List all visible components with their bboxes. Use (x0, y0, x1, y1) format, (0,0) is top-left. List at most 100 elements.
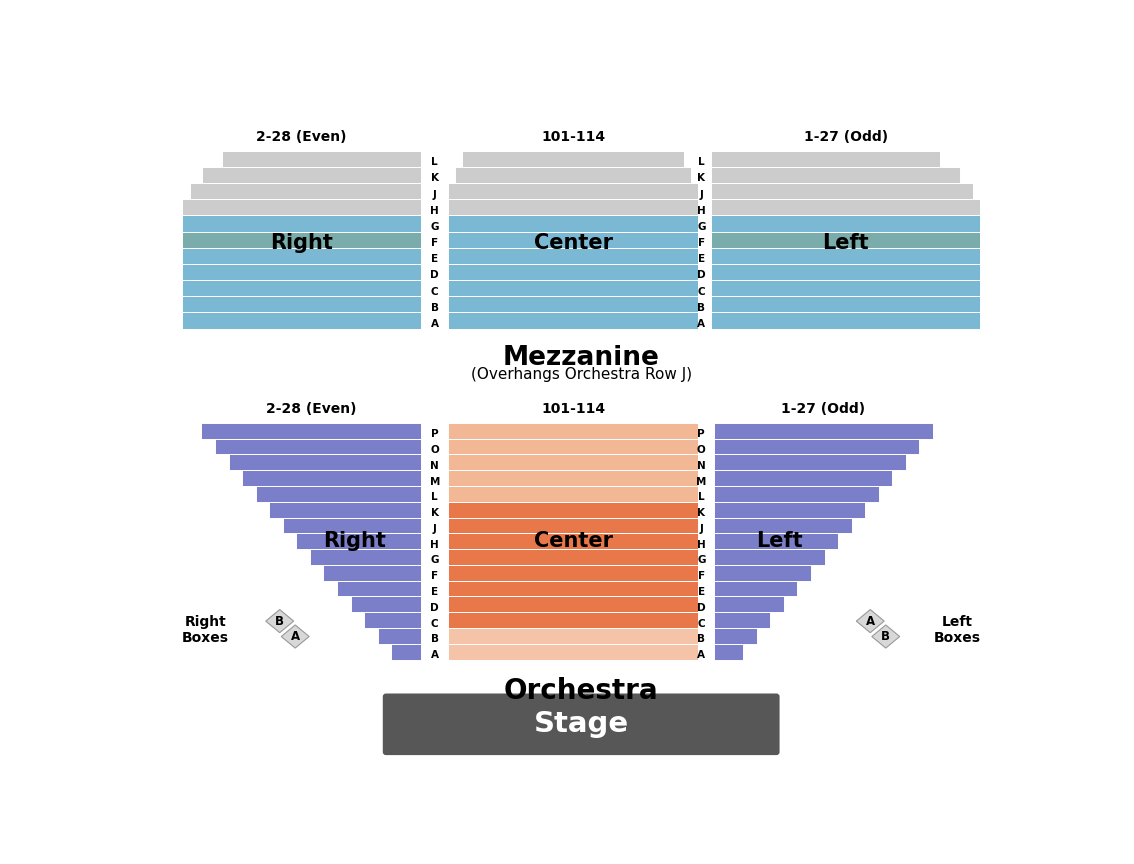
Bar (183, 248, 421, 264)
Bar (713, 422, 933, 439)
Text: B: B (697, 302, 705, 313)
Bar (713, 565, 811, 581)
Text: Center: Center (533, 531, 612, 551)
Bar (713, 581, 797, 596)
Text: B: B (881, 630, 890, 643)
Text: Left
Boxes: Left Boxes (933, 615, 981, 645)
Text: E: E (431, 587, 438, 597)
Bar (713, 486, 879, 502)
Text: 1-27 (Odd): 1-27 (Odd) (804, 130, 888, 143)
Bar (448, 422, 699, 439)
Text: A: A (431, 319, 439, 329)
Polygon shape (872, 625, 899, 648)
Bar (713, 502, 865, 518)
Bar (711, 232, 980, 248)
Text: Center: Center (533, 233, 612, 253)
Bar (222, 150, 421, 167)
Bar (255, 486, 421, 502)
Text: Right
Boxes: Right Boxes (181, 615, 229, 645)
Text: M: M (696, 477, 706, 486)
Bar (202, 167, 421, 183)
Text: F: F (697, 238, 705, 248)
Bar (189, 183, 421, 200)
Text: A: A (697, 651, 705, 660)
Bar (713, 596, 784, 613)
Text: B: B (431, 634, 439, 645)
Text: F: F (431, 238, 438, 248)
Bar (713, 518, 852, 533)
Bar (183, 313, 421, 328)
Text: N: N (697, 461, 705, 471)
Text: G: G (697, 222, 705, 232)
Bar (448, 439, 699, 454)
Bar (448, 215, 699, 232)
Bar (202, 422, 421, 439)
Text: O: O (697, 445, 705, 455)
Text: B: B (431, 302, 439, 313)
Text: D: D (431, 603, 439, 613)
Bar (269, 502, 421, 518)
Bar (448, 502, 699, 518)
Bar (711, 215, 980, 232)
Text: K: K (697, 508, 705, 518)
Bar (713, 628, 756, 644)
Polygon shape (265, 610, 294, 632)
Bar (448, 596, 699, 613)
Bar (448, 232, 699, 248)
Text: C: C (697, 287, 705, 296)
Bar (448, 280, 699, 296)
Text: D: D (697, 270, 705, 281)
Text: H: H (697, 540, 705, 550)
Text: F: F (697, 571, 705, 581)
Text: K: K (431, 174, 439, 183)
Bar (296, 533, 421, 550)
Bar (448, 183, 699, 200)
Text: L: L (699, 157, 704, 168)
Bar (711, 280, 980, 296)
Text: E: E (431, 254, 438, 264)
Text: 101-114: 101-114 (541, 130, 606, 143)
Bar (448, 581, 699, 596)
Bar (243, 470, 421, 486)
Text: D: D (697, 603, 705, 613)
Bar (448, 486, 699, 502)
Bar (391, 644, 421, 659)
Bar (711, 150, 940, 167)
Bar (448, 248, 699, 264)
Bar (713, 550, 824, 565)
Text: K: K (431, 508, 439, 518)
Text: F: F (431, 571, 438, 581)
Bar (711, 248, 980, 264)
Text: Stage: Stage (534, 710, 628, 739)
Text: P: P (697, 429, 705, 439)
Text: L: L (431, 492, 438, 502)
Bar (713, 454, 906, 470)
Polygon shape (856, 610, 885, 632)
Text: H: H (697, 206, 705, 216)
Bar (448, 454, 699, 470)
Text: E: E (697, 587, 705, 597)
Bar (455, 167, 692, 183)
Text: D: D (431, 270, 439, 281)
Text: C: C (697, 619, 705, 629)
Bar (364, 613, 421, 628)
Bar (711, 167, 960, 183)
Bar (448, 533, 699, 550)
Bar (713, 644, 743, 659)
Text: O: O (430, 445, 439, 455)
Bar (713, 613, 770, 628)
Polygon shape (281, 625, 310, 648)
Text: (Overhangs Orchestra Row J): (Overhangs Orchestra Row J) (471, 367, 692, 382)
Text: J: J (433, 189, 437, 200)
Text: J: J (700, 189, 703, 200)
Bar (183, 232, 421, 248)
FancyBboxPatch shape (383, 694, 779, 755)
Text: B: B (697, 634, 705, 645)
Bar (215, 439, 421, 454)
Bar (711, 183, 973, 200)
Text: C: C (431, 619, 439, 629)
Bar (378, 628, 421, 644)
Text: Mezzanine: Mezzanine (502, 345, 660, 371)
Bar (448, 550, 699, 565)
Text: L: L (431, 157, 438, 168)
